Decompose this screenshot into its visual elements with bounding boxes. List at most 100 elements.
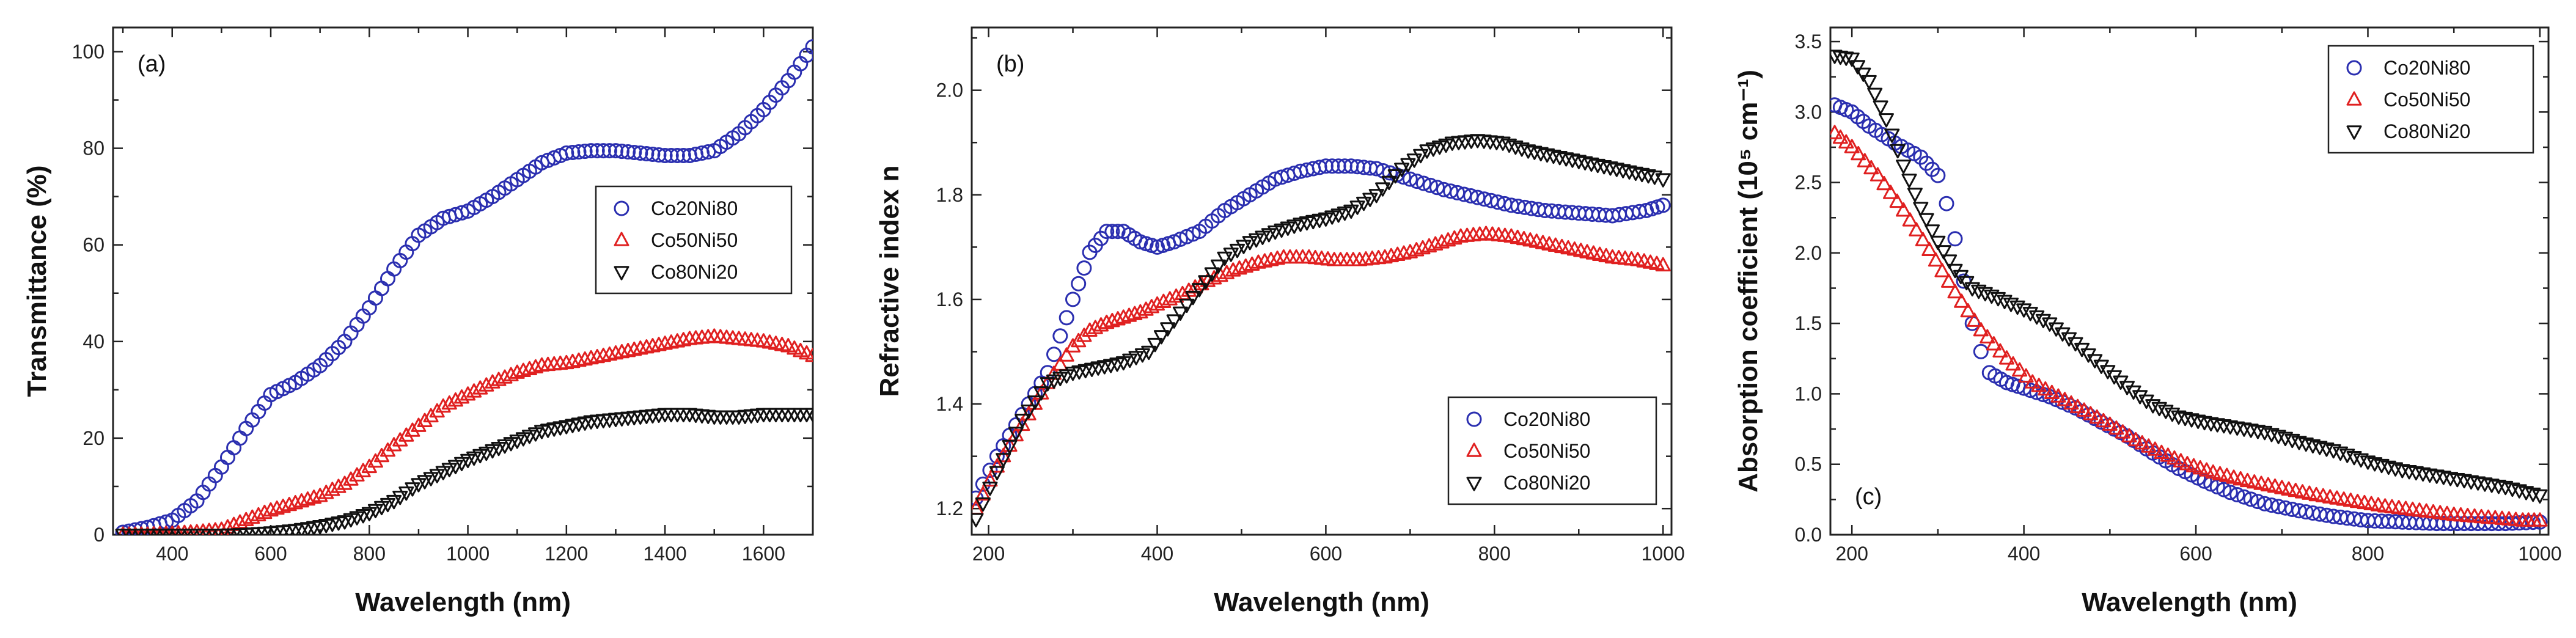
data-point xyxy=(1539,148,1555,163)
x-tick-label: 600 xyxy=(1310,543,1342,565)
legend: Co20Ni80 Co50Ni50 Co80Ni20 xyxy=(595,185,793,295)
data-point xyxy=(1980,329,1995,343)
data-point xyxy=(1514,142,1530,157)
y-tick-label: 60 xyxy=(83,234,105,256)
data-point xyxy=(1838,134,1854,148)
data-point xyxy=(1099,314,1115,329)
data-point xyxy=(1257,253,1272,268)
data-point xyxy=(2031,378,2047,392)
data-point xyxy=(2151,402,2167,417)
data-point xyxy=(1263,252,1279,266)
data-point xyxy=(1121,307,1137,322)
x-axis-title: Wavelength (nm) xyxy=(2082,587,2297,617)
data-point xyxy=(1602,161,1618,176)
data-point xyxy=(1236,240,1252,254)
data-point xyxy=(454,205,469,221)
data-point xyxy=(1655,257,1671,272)
x-tick-label: 400 xyxy=(2008,543,2040,565)
data-point xyxy=(1999,350,2014,365)
x-tick-label: 1000 xyxy=(1642,543,1685,565)
data-point xyxy=(2222,485,2238,501)
data-point xyxy=(583,143,599,159)
data-point xyxy=(657,148,673,163)
data-point xyxy=(1217,251,1233,266)
data-point xyxy=(1546,149,1561,164)
data-point xyxy=(1132,304,1148,319)
data-point xyxy=(1634,167,1650,183)
x-tick-label: 800 xyxy=(1478,543,1511,565)
data-point xyxy=(1383,248,1399,263)
data-point xyxy=(1990,292,2006,307)
data-point xyxy=(1250,254,1266,269)
data-point xyxy=(1615,164,1631,178)
data-point xyxy=(601,346,617,361)
x-tick-label: 1600 xyxy=(742,543,785,565)
data-point xyxy=(1099,224,1115,240)
data-point xyxy=(441,463,457,477)
data-point xyxy=(1021,405,1037,419)
data-point xyxy=(1973,343,1989,359)
y-tick-label: 1.2 xyxy=(936,497,963,519)
y-tick-label: 20 xyxy=(83,427,105,449)
data-point xyxy=(1830,125,1843,139)
data-point xyxy=(1954,293,1970,308)
data-point xyxy=(2003,298,2019,312)
data-point xyxy=(2018,368,2034,383)
data-point xyxy=(1255,230,1271,245)
data-point xyxy=(1377,249,1393,264)
data-point xyxy=(595,143,611,159)
data-point xyxy=(1169,288,1184,303)
data-point xyxy=(1382,165,1398,181)
data-point xyxy=(1896,202,1912,217)
data-point xyxy=(1527,145,1543,160)
data-point xyxy=(1179,298,1195,314)
data-point xyxy=(1362,193,1378,207)
x-tick-label: 400 xyxy=(156,543,188,565)
y-tick-label: 1.0 xyxy=(1795,383,1822,405)
data-point xyxy=(2219,468,2235,482)
data-point xyxy=(1844,53,1860,67)
data-point xyxy=(2063,395,2079,410)
data-point xyxy=(1406,153,1422,168)
data-point xyxy=(1508,140,1524,155)
series-Co80Ni20 xyxy=(1830,50,2548,504)
data-point xyxy=(1033,386,1049,401)
data-point xyxy=(2243,491,2259,507)
data-point xyxy=(380,497,395,513)
data-point xyxy=(2126,385,2141,400)
data-point xyxy=(1160,322,1176,337)
data-point xyxy=(1166,314,1182,329)
data-point xyxy=(595,347,611,362)
data-point xyxy=(1973,322,1989,337)
data-point xyxy=(2205,464,2221,479)
data-point xyxy=(367,290,383,306)
data-point xyxy=(1627,166,1643,181)
data-point xyxy=(1127,306,1143,320)
data-point xyxy=(1198,275,1214,290)
data-point xyxy=(1577,156,1593,170)
data-point xyxy=(1909,222,1925,237)
data-point xyxy=(1381,175,1397,190)
y-tick-label: 0 xyxy=(94,524,105,546)
data-point xyxy=(2250,494,2266,510)
data-point xyxy=(982,463,998,478)
data-point xyxy=(2138,394,2154,409)
data-layer xyxy=(115,39,813,535)
data-point xyxy=(1565,153,1580,168)
data-point xyxy=(1046,346,1062,362)
data-point xyxy=(515,362,531,377)
data-point xyxy=(1495,136,1511,151)
plot-frame xyxy=(1829,26,2550,536)
data-point xyxy=(2190,414,2206,429)
data-point xyxy=(257,504,273,519)
y-tick-label: 1.8 xyxy=(936,184,963,206)
data-point xyxy=(1857,153,1873,167)
data-point xyxy=(300,491,315,506)
data-point xyxy=(2134,435,2150,450)
data-point xyxy=(1986,336,2002,351)
data-point xyxy=(1655,173,1671,188)
data-point xyxy=(1941,273,1956,288)
data-point xyxy=(1082,322,1098,337)
data-point xyxy=(1387,169,1403,184)
data-point xyxy=(559,145,574,161)
